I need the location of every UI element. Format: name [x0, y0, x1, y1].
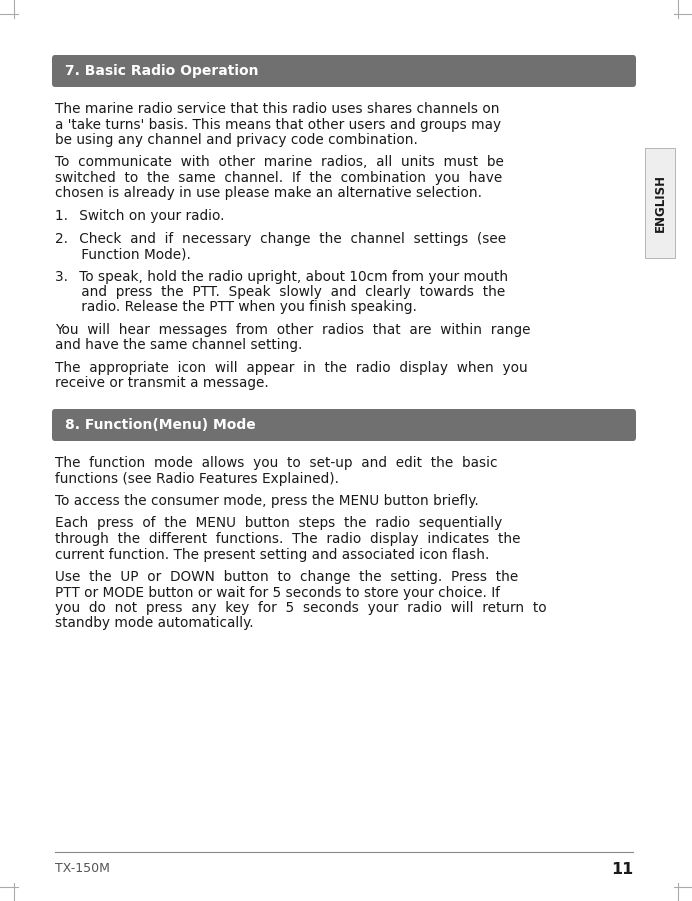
Text: The  function  mode  allows  you  to  set-up  and  edit  the  basic: The function mode allows you to set-up a… — [55, 456, 498, 470]
Text: 7. Basic Radio Operation: 7. Basic Radio Operation — [65, 64, 259, 78]
Text: radio. Release the PTT when you finish speaking.: radio. Release the PTT when you finish s… — [55, 301, 417, 314]
Text: The  appropriate  icon  will  appear  in  the  radio  display  when  you: The appropriate icon will appear in the … — [55, 361, 527, 375]
Text: Use  the  UP  or  DOWN  button  to  change  the  setting.  Press  the: Use the UP or DOWN button to change the … — [55, 570, 518, 584]
Text: be using any channel and privacy code combination.: be using any channel and privacy code co… — [55, 133, 418, 147]
Text: through  the  different  functions.  The  radio  display  indicates  the: through the different functions. The rad… — [55, 532, 520, 546]
FancyBboxPatch shape — [52, 409, 636, 441]
Text: a 'take turns' basis. This means that other users and groups may: a 'take turns' basis. This means that ot… — [55, 117, 501, 132]
FancyBboxPatch shape — [645, 148, 675, 258]
Text: Each  press  of  the  MENU  button  steps  the  radio  sequentially: Each press of the MENU button steps the … — [55, 516, 502, 531]
Text: standby mode automatically.: standby mode automatically. — [55, 616, 254, 631]
Text: ENGLISH: ENGLISH — [653, 174, 666, 232]
Text: You  will  hear  messages  from  other  radios  that  are  within  range: You will hear messages from other radios… — [55, 323, 531, 337]
Text: To  communicate  with  other  marine  radios,  all  units  must  be: To communicate with other marine radios,… — [55, 156, 504, 169]
Text: switched  to  the  same  channel.  If  the  combination  you  have: switched to the same channel. If the com… — [55, 171, 502, 185]
Text: TX-150M: TX-150M — [55, 862, 110, 875]
Text: and have the same channel setting.: and have the same channel setting. — [55, 339, 302, 352]
Text: chosen is already in use please make an alternative selection.: chosen is already in use please make an … — [55, 187, 482, 201]
Text: 2.  Check  and  if  necessary  change  the  channel  settings  (see: 2. Check and if necessary change the cha… — [55, 232, 506, 245]
Text: 11: 11 — [611, 862, 633, 877]
Text: 1.  Switch on your radio.: 1. Switch on your radio. — [55, 209, 224, 223]
Text: The marine radio service that this radio uses shares channels on: The marine radio service that this radio… — [55, 102, 500, 116]
Text: and  press  the  PTT.  Speak  slowly  and  clearly  towards  the: and press the PTT. Speak slowly and clea… — [55, 285, 505, 299]
Text: 8. Function(Menu) Mode: 8. Function(Menu) Mode — [65, 418, 256, 432]
FancyBboxPatch shape — [52, 55, 636, 87]
Text: 3.  To speak, hold the radio upright, about 10cm from your mouth: 3. To speak, hold the radio upright, abo… — [55, 269, 508, 284]
Text: you  do  not  press  any  key  for  5  seconds  your  radio  will  return  to: you do not press any key for 5 seconds y… — [55, 601, 547, 615]
Text: functions (see Radio Features Explained).: functions (see Radio Features Explained)… — [55, 471, 339, 486]
Text: To access the consumer mode, press the MENU button briefly.: To access the consumer mode, press the M… — [55, 494, 479, 508]
Text: PTT or MODE button or wait for 5 seconds to store your choice. If: PTT or MODE button or wait for 5 seconds… — [55, 586, 500, 599]
Text: receive or transmit a message.: receive or transmit a message. — [55, 377, 268, 390]
Text: Function Mode).: Function Mode). — [55, 247, 191, 261]
Text: current function. The present setting and associated icon flash.: current function. The present setting an… — [55, 548, 489, 561]
